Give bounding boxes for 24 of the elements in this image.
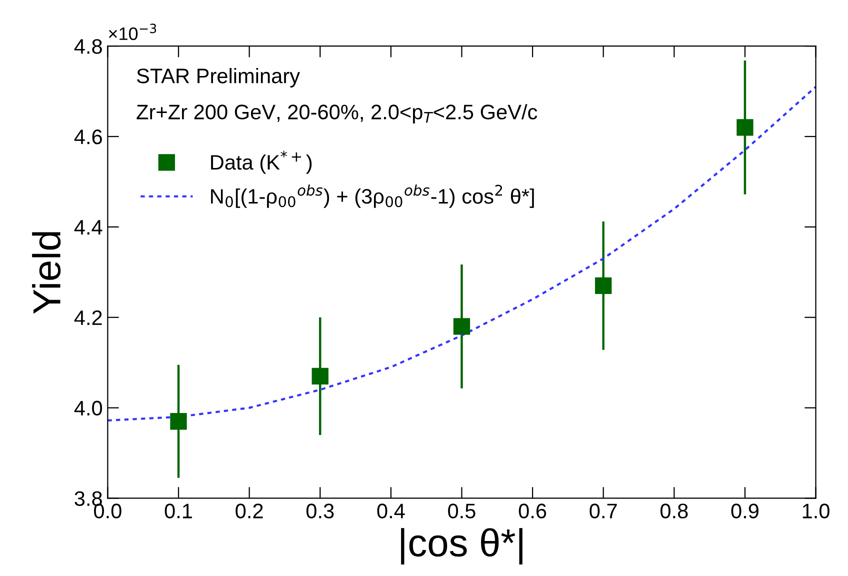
y-axis-title: Yield [32, 232, 61, 314]
x-tick-label: 0.1 [164, 504, 192, 518]
x-tick-label: 0.0 [94, 504, 122, 518]
y-tick-label: 3.8 [74, 491, 102, 506]
x-tick-label: 0.7 [590, 504, 617, 518]
legend-label: Data (K$^{*+}$) [211, 150, 312, 174]
x-tick-label: 0.2 [236, 504, 263, 518]
y-tick-label: 4.8 [74, 39, 102, 54]
x-tick-label: 0.6 [518, 504, 546, 518]
x-tick-label: 1.0 [802, 504, 830, 518]
text: N$_{0}$[(1-ρ$_{00}$$^{obs}$) + (3ρ$_{00}$$^{obs}$-1) cos$^{2}$ θ*] [211, 184, 534, 208]
annotation: Zr+Zr 200 GeV, 20-60%, 2.0<p$_{T}$<2.5 GeV/c [136, 104, 538, 124]
x-axis-title: |cos θ*| [401, 528, 522, 564]
y-tick-label: 4.0 [74, 400, 102, 416]
x-tick-label: 0.9 [731, 504, 758, 518]
text: ×10$^{−3}$ [108, 24, 156, 40]
x-tick-label: 0.3 [306, 504, 334, 518]
y-tick-label: 4.2 [74, 310, 102, 325]
annotation: STAR Preliminary [136, 68, 300, 88]
y-tick-label: 4.4 [74, 220, 102, 234]
x-tick-label: 0.5 [448, 504, 476, 518]
y-tick-label: 4.6 [74, 130, 102, 144]
x-tick-label: 0.8 [660, 504, 688, 518]
x-tick-label: 0.4 [377, 504, 405, 518]
